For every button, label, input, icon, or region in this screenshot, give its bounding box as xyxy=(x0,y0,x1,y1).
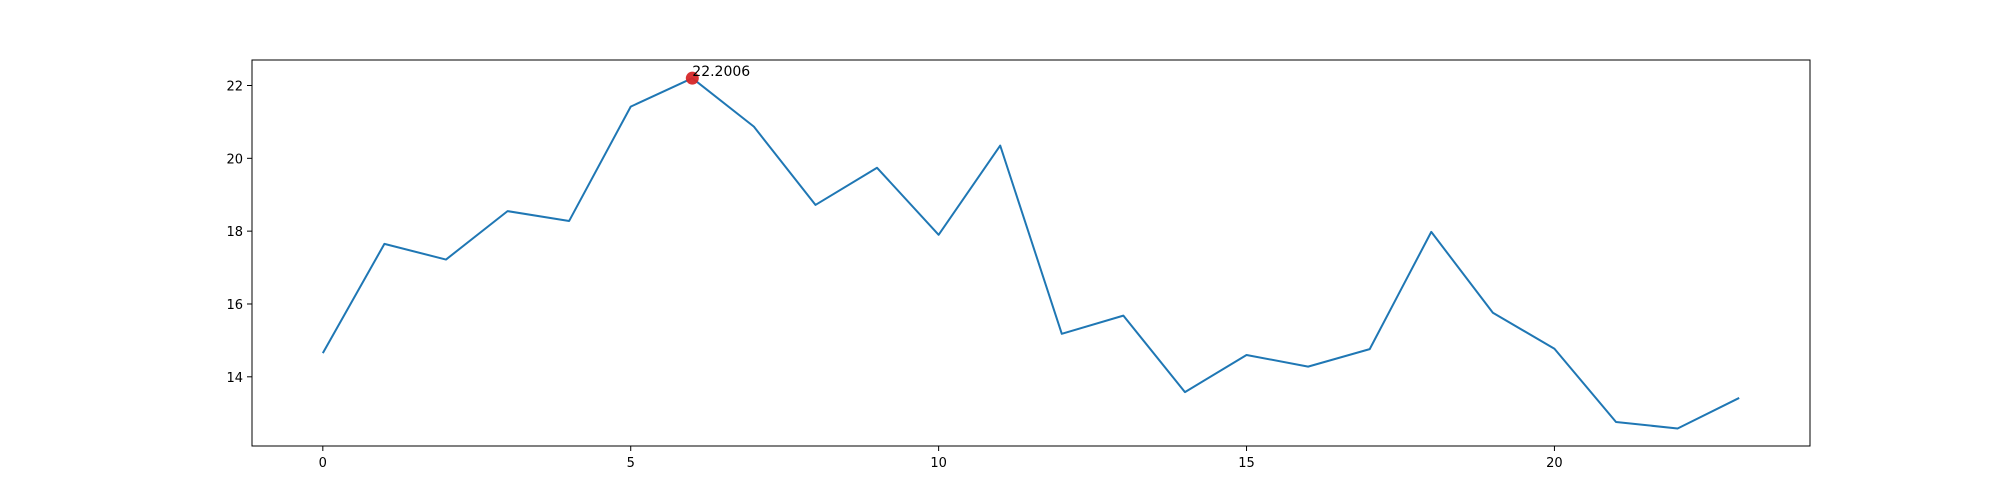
y-tick-label: 14 xyxy=(226,371,243,386)
x-tick-label: 20 xyxy=(1546,456,1563,471)
axes: 0 5 10 15 20 14 16 18 20 22 xyxy=(226,59,1811,471)
y-tick-label: 20 xyxy=(226,152,243,167)
x-tick-label: 15 xyxy=(1238,456,1255,471)
max-value-label: 22.2006 xyxy=(692,64,750,80)
x-tick-label: 10 xyxy=(930,456,947,471)
y-tick-label: 18 xyxy=(226,225,243,240)
x-tick-label: 5 xyxy=(627,456,635,471)
series-line-0 xyxy=(321,77,1740,430)
max-point-marker xyxy=(685,71,699,85)
y-tick-label: 16 xyxy=(226,298,243,313)
x-tick-label: 0 xyxy=(319,456,327,471)
plot-area: 22.2006 xyxy=(321,64,1740,430)
axes-frame xyxy=(251,59,1811,447)
y-tick-label: 22 xyxy=(226,79,243,94)
